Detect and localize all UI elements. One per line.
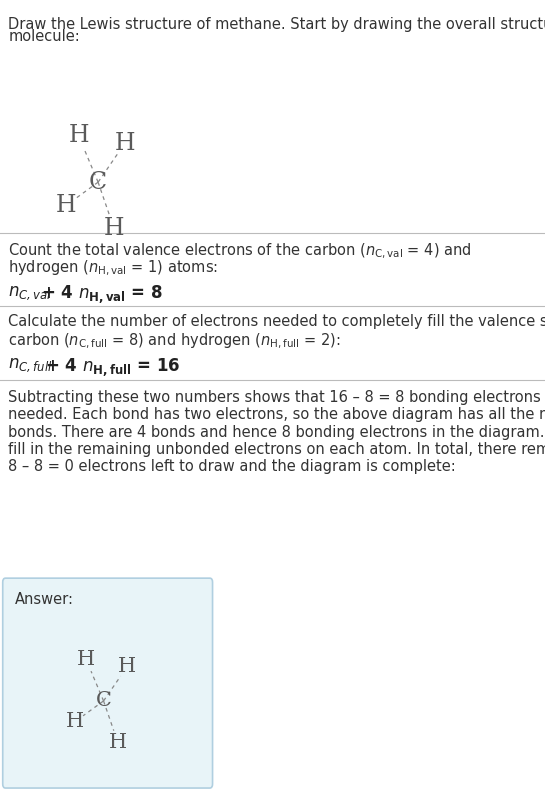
Text: molecule:: molecule: — [8, 29, 80, 44]
Text: $n_\mathregular{C,full}$: $n_\mathregular{C,full}$ — [8, 356, 53, 375]
Text: 8 – 8 = 0 electrons left to draw and the diagram is complete:: 8 – 8 = 0 electrons left to draw and the… — [8, 459, 456, 474]
Text: H: H — [114, 132, 135, 155]
Text: C: C — [95, 691, 112, 710]
Text: bonds. There are 4 bonds and hence 8 bonding electrons in the diagram. Lastly,: bonds. There are 4 bonds and hence 8 bon… — [8, 425, 545, 440]
Text: H: H — [66, 712, 84, 731]
Text: hydrogen ($n_\mathregular{H,val}$ = 1) atoms:: hydrogen ($n_\mathregular{H,val}$ = 1) a… — [8, 259, 218, 278]
Text: + 4 $n_\mathregular{H,val}$ = 8: + 4 $n_\mathregular{H,val}$ = 8 — [41, 284, 163, 306]
Text: Count the total valence electrons of the carbon ($n_\mathregular{C,val}$ = 4) an: Count the total valence electrons of the… — [8, 242, 472, 261]
Text: fill in the remaining unbonded electrons on each atom. In total, there remain: fill in the remaining unbonded electrons… — [8, 442, 545, 457]
Text: Draw the Lewis structure of methane. Start by drawing the overall structure of t: Draw the Lewis structure of methane. Sta… — [8, 17, 545, 32]
Text: H: H — [118, 657, 136, 676]
Text: + 4 $n_\mathregular{H,full}$ = 16: + 4 $n_\mathregular{H,full}$ = 16 — [45, 356, 180, 379]
Text: needed. Each bond has two electrons, so the above diagram has all the necessary: needed. Each bond has two electrons, so … — [8, 407, 545, 422]
Text: H: H — [56, 194, 76, 217]
Text: Calculate the number of electrons needed to completely fill the valence shells f: Calculate the number of electrons needed… — [8, 314, 545, 329]
Text: H: H — [104, 217, 124, 240]
Text: $n_\mathregular{C,val}$: $n_\mathregular{C,val}$ — [8, 284, 52, 302]
Text: Subtracting these two numbers shows that 16 – 8 = 8 bonding electrons are: Subtracting these two numbers shows that… — [8, 390, 545, 405]
Text: H: H — [108, 733, 127, 752]
Text: H: H — [77, 650, 95, 669]
Text: C: C — [89, 170, 107, 194]
Text: carbon ($n_\mathregular{C,full}$ = 8) and hydrogen ($n_\mathregular{H,full}$ = 2: carbon ($n_\mathregular{C,full}$ = 8) an… — [8, 332, 341, 351]
Text: Answer:: Answer: — [15, 592, 74, 607]
Text: H: H — [68, 124, 89, 147]
